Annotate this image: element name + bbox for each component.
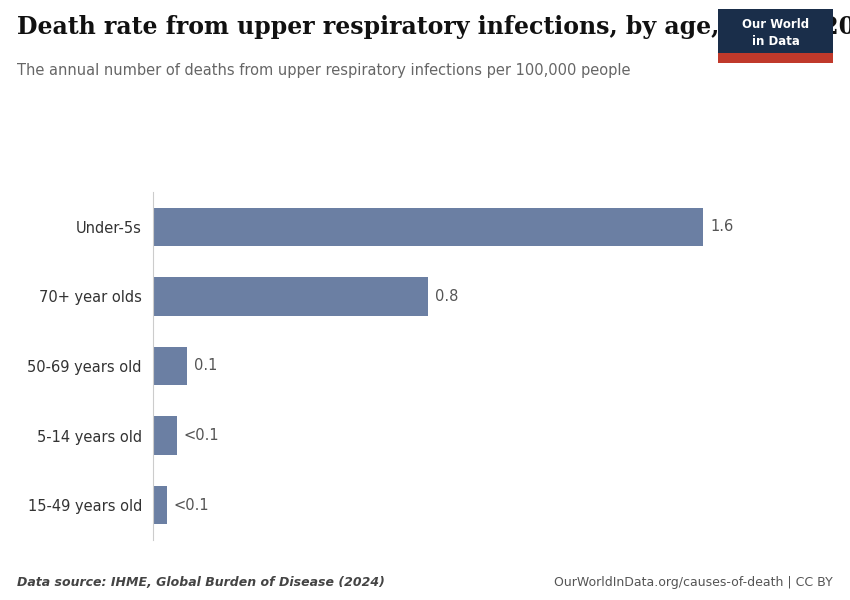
Bar: [153, 277, 428, 316]
Bar: [153, 416, 177, 455]
Bar: [153, 208, 703, 246]
Text: Data source: IHME, Global Burden of Disease (2024): Data source: IHME, Global Burden of Dise…: [17, 576, 385, 589]
Text: Death rate from upper respiratory infections, by age, World, 2021: Death rate from upper respiratory infect…: [17, 15, 850, 39]
Bar: [153, 347, 187, 385]
Text: in Data: in Data: [751, 35, 800, 48]
Text: <0.1: <0.1: [184, 428, 219, 443]
Text: The annual number of deaths from upper respiratory infections per 100,000 people: The annual number of deaths from upper r…: [17, 63, 631, 78]
Text: 1.6: 1.6: [710, 220, 734, 235]
Text: 0.1: 0.1: [195, 359, 218, 373]
Text: 0.8: 0.8: [435, 289, 458, 304]
Text: <0.1: <0.1: [173, 497, 209, 512]
Bar: [153, 486, 167, 524]
Text: OurWorldInData.org/causes-of-death | CC BY: OurWorldInData.org/causes-of-death | CC …: [554, 576, 833, 589]
Text: Our World: Our World: [742, 17, 809, 31]
